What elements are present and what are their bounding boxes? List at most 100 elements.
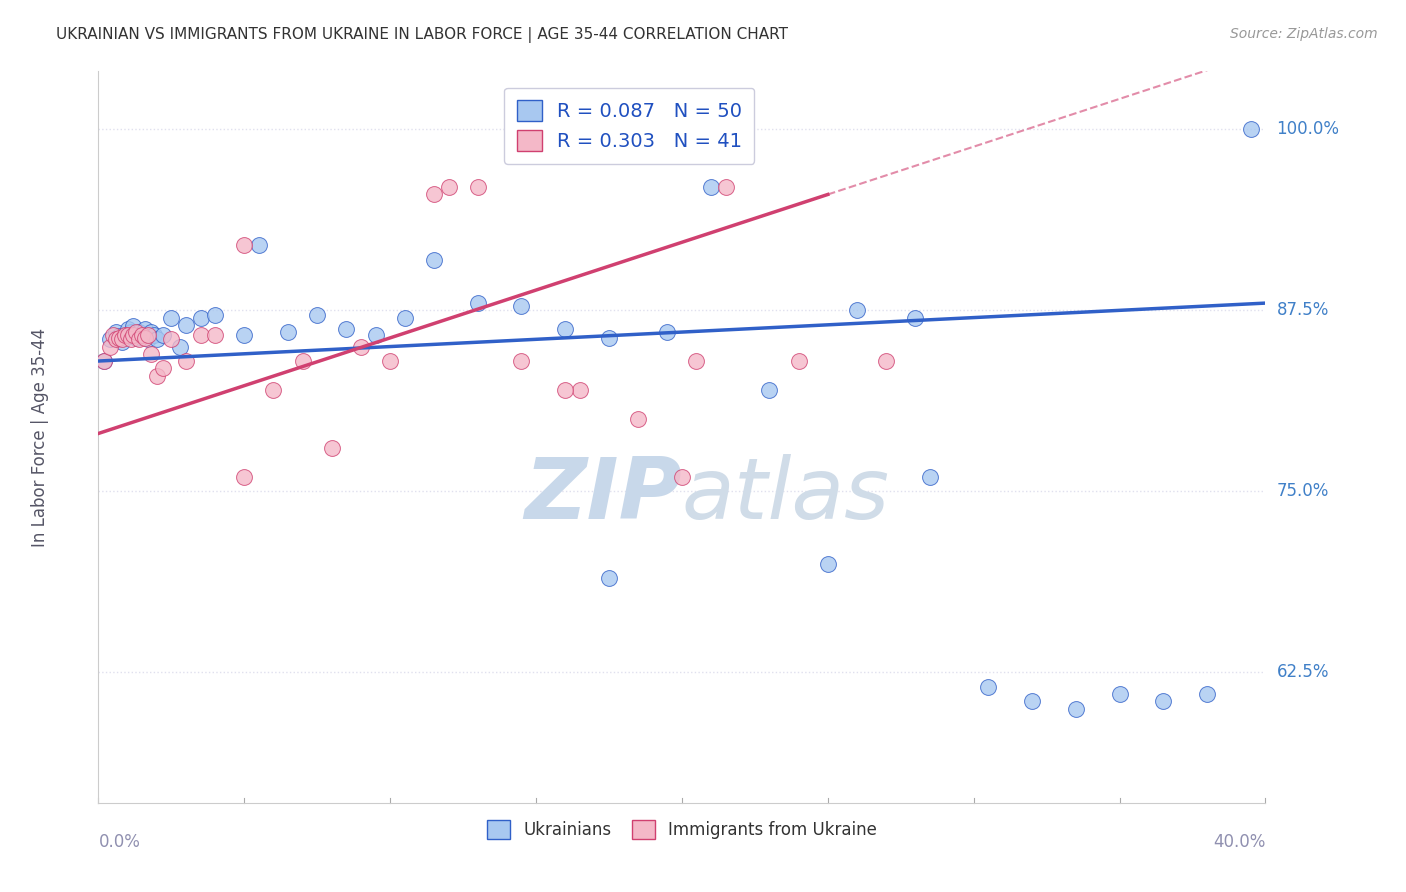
Text: Source: ZipAtlas.com: Source: ZipAtlas.com xyxy=(1230,27,1378,41)
Point xyxy=(875,354,897,368)
Point xyxy=(114,328,136,343)
Point xyxy=(114,328,136,343)
Point xyxy=(128,332,150,346)
Text: ZIP: ZIP xyxy=(524,454,682,537)
Point xyxy=(977,680,1000,694)
Point xyxy=(554,322,576,336)
Point xyxy=(657,325,679,339)
Point xyxy=(787,354,810,368)
Point xyxy=(568,383,591,397)
Text: UKRAINIAN VS IMMIGRANTS FROM UKRAINE IN LABOR FORCE | AGE 35-44 CORRELATION CHAR: UKRAINIAN VS IMMIGRANTS FROM UKRAINE IN … xyxy=(56,27,789,43)
Point xyxy=(120,332,142,346)
Point xyxy=(111,335,134,350)
Legend: Ukrainians, Immigrants from Ukraine: Ukrainians, Immigrants from Ukraine xyxy=(479,814,884,846)
Point xyxy=(685,354,707,368)
Point xyxy=(169,340,191,354)
Point xyxy=(190,328,212,343)
Point xyxy=(467,296,489,310)
Point xyxy=(93,354,115,368)
Text: 62.5%: 62.5% xyxy=(1277,664,1329,681)
Point xyxy=(510,354,533,368)
Point xyxy=(1152,694,1174,708)
Point xyxy=(233,328,256,343)
Point xyxy=(291,354,314,368)
Point xyxy=(146,332,169,346)
Point xyxy=(1108,687,1130,701)
Point xyxy=(1195,687,1218,701)
Point xyxy=(108,331,131,345)
Text: 75.0%: 75.0% xyxy=(1277,483,1329,500)
Point xyxy=(758,383,780,397)
Point xyxy=(1064,701,1087,715)
Point xyxy=(174,318,197,332)
Point xyxy=(262,383,284,397)
Point xyxy=(142,328,165,343)
Point xyxy=(204,328,226,343)
Point xyxy=(1240,122,1263,136)
Point xyxy=(423,187,446,202)
Point xyxy=(321,441,343,455)
Point xyxy=(139,347,162,361)
Point xyxy=(98,332,121,346)
Point xyxy=(918,470,941,484)
Point xyxy=(93,354,115,368)
Point xyxy=(247,238,270,252)
Point xyxy=(125,331,148,345)
Point xyxy=(904,310,927,325)
Point xyxy=(101,328,124,343)
Point xyxy=(160,310,183,325)
Point xyxy=(104,332,127,346)
Point xyxy=(364,328,387,343)
Point xyxy=(98,340,121,354)
Point xyxy=(122,319,145,334)
Point xyxy=(598,571,620,585)
Point xyxy=(108,329,131,343)
Point xyxy=(131,328,153,343)
Text: 100.0%: 100.0% xyxy=(1277,120,1340,138)
Point xyxy=(714,180,737,194)
Point xyxy=(1021,694,1043,708)
Point xyxy=(380,354,402,368)
Point xyxy=(510,299,533,313)
Point xyxy=(817,557,839,571)
Point xyxy=(136,332,159,346)
Point xyxy=(117,322,139,336)
Point xyxy=(190,310,212,325)
Point xyxy=(134,331,156,345)
Text: In Labor Force | Age 35-44: In Labor Force | Age 35-44 xyxy=(31,327,49,547)
Point xyxy=(174,354,197,368)
Point xyxy=(627,412,650,426)
Point xyxy=(128,325,150,339)
Point xyxy=(111,332,134,346)
Point xyxy=(598,331,620,345)
Point xyxy=(136,328,159,343)
Point xyxy=(122,328,145,343)
Point xyxy=(437,180,460,194)
Point xyxy=(120,325,142,339)
Point xyxy=(104,325,127,339)
Point xyxy=(233,238,256,252)
Point xyxy=(152,361,174,376)
Point xyxy=(160,332,183,346)
Point xyxy=(233,470,256,484)
Point xyxy=(204,308,226,322)
Point xyxy=(671,470,693,484)
Point xyxy=(700,180,723,194)
Point xyxy=(554,383,576,397)
Point xyxy=(335,322,357,336)
Text: 87.5%: 87.5% xyxy=(1277,301,1329,319)
Point xyxy=(131,328,153,343)
Text: atlas: atlas xyxy=(682,454,890,537)
Text: 0.0%: 0.0% xyxy=(98,833,141,851)
Point xyxy=(394,310,416,325)
Point xyxy=(846,303,869,318)
Point xyxy=(146,368,169,383)
Point xyxy=(467,180,489,194)
Point xyxy=(152,328,174,343)
Point xyxy=(117,328,139,343)
Point xyxy=(423,252,446,267)
Point xyxy=(277,325,299,339)
Point xyxy=(307,308,329,322)
Text: 40.0%: 40.0% xyxy=(1213,833,1265,851)
Point xyxy=(139,325,162,339)
